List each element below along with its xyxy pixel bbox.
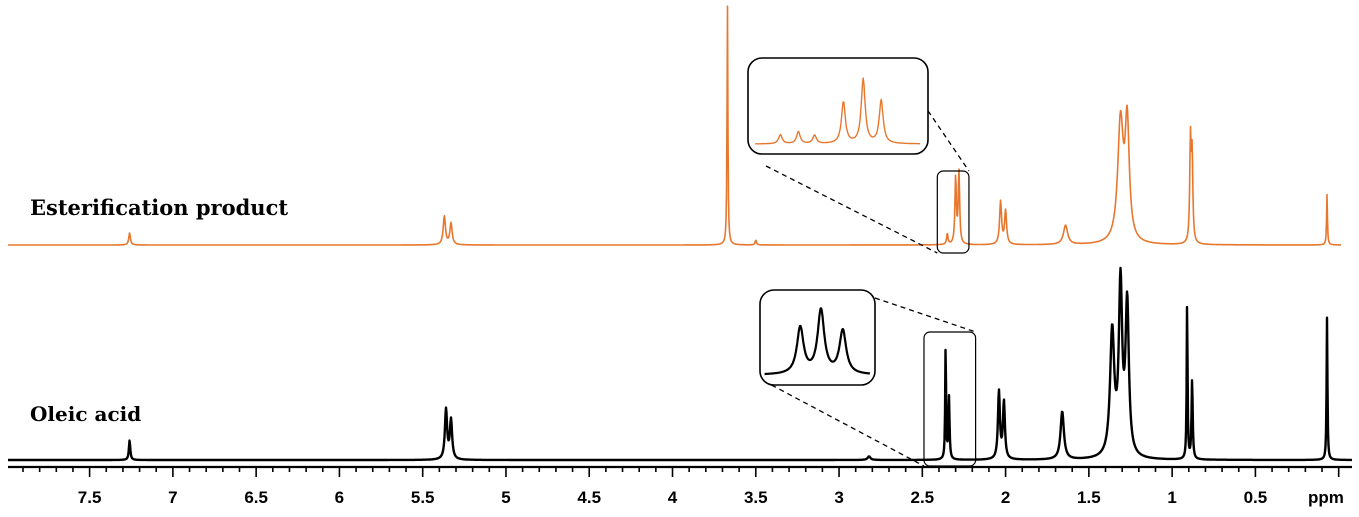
spectrum-line-oleic-acid [7,266,1353,462]
x-tick-label: 7 [168,488,177,507]
series-label-oleic-acid: Oleic acid [30,402,141,426]
x-tick-label: 4.5 [577,488,601,507]
x-axis: 7.5 7 6.5 6 5.5 5 4.5 4 3.5 3 2.5 2 1.5 1 0.5 [8,465,1352,507]
zoom-connector-upper-2 [874,297,976,333]
series-label-esterification: Esterification product [30,195,288,220]
x-tick-label: 5.5 [411,488,435,507]
inset-layer [747,57,929,386]
x-tick-label: 3 [834,488,843,507]
x-tick-label: 0.5 [1244,488,1268,507]
x-tick-label: 2.5 [910,488,934,507]
x-tick-label: 1 [1167,488,1176,507]
inset-spectrum-2 [763,307,871,376]
highlight-box-1 [936,170,970,254]
inset-spectrum-1 [755,77,921,145]
x-tick-label: 6 [335,488,344,507]
x-tick-label: 3.5 [744,488,768,507]
x-axis-unit-label: ppm [1308,488,1344,507]
inset-panel-1 [747,57,929,155]
zoom-connector-upper-1 [927,110,970,172]
x-tick-label: 5 [501,488,510,507]
x-tick-label: 7.5 [78,488,102,507]
spectrum-line-esterification-product [7,5,1342,246]
x-tick-label: 6.5 [244,488,268,507]
x-tick-label: 1.5 [1077,488,1101,507]
zoom-connector-lower-2 [771,384,925,467]
spectra-layer [7,5,1353,462]
zoom-connector-lower-1 [765,165,938,254]
x-tick-label: 2 [1001,488,1010,507]
x-tick-label: 4 [668,488,678,507]
